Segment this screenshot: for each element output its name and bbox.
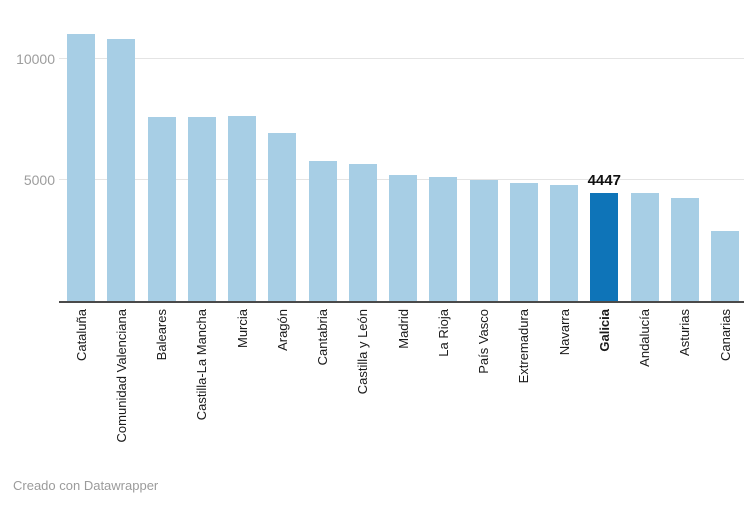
x-axis-label-asturias: Asturias xyxy=(677,309,693,356)
bar-cantabria[interactable] xyxy=(308,161,337,301)
x-axis-label-madrid: Madrid xyxy=(395,309,411,349)
y-axis-tick-label: 10000 xyxy=(16,50,55,67)
bar-madrid[interactable] xyxy=(389,175,417,301)
x-axis-label-la-rioja: La Rioja xyxy=(435,309,451,357)
x-axis-label-arag-n: Aragón xyxy=(274,309,290,351)
bar-castilla-y-le-n[interactable] xyxy=(348,164,377,301)
bar-baleares[interactable] xyxy=(147,117,176,301)
x-axis-label-baleares: Baleares xyxy=(154,309,169,361)
gridline-10000 xyxy=(59,57,744,59)
x-axis-label-comunidad-valenciana: Comunidad Valenciana xyxy=(113,309,129,443)
bar-extremadura[interactable] xyxy=(509,182,538,301)
bar-la-rioja[interactable] xyxy=(429,177,458,301)
y-axis-tick-label: 5000 xyxy=(23,171,55,188)
x-axis-label-pa-s-vasco: País Vasco xyxy=(476,309,491,374)
x-axis-label-castilla-la-mancha: Castilla-La Mancha xyxy=(194,309,210,421)
bar-asturias[interactable] xyxy=(670,197,699,301)
datawrapper-credit-link[interactable]: Creado con Datawrapper xyxy=(13,478,159,493)
x-axis-label-navarra: Navarra xyxy=(556,309,572,356)
x-axis-label-galicia: Galicia xyxy=(596,309,612,352)
x-axis-label-castilla-y-le-n: Castilla y León xyxy=(355,309,371,395)
x-axis-label-cantabria: Cantabria xyxy=(315,309,330,366)
bar-navarra[interactable] xyxy=(550,185,578,301)
highlight-value-label: 4447 xyxy=(587,172,621,190)
x-axis-label-extremadura: Extremadura xyxy=(516,309,532,384)
bar-andaluc-a[interactable] xyxy=(630,193,659,301)
x-axis-label-murcia: Murcia xyxy=(234,309,250,349)
bar-pa-s-vasco[interactable] xyxy=(469,180,498,301)
bar-comunidad-valenciana[interactable] xyxy=(107,39,136,301)
bar-catalu-a[interactable] xyxy=(67,34,95,301)
x-axis-label-canarias: Canarias xyxy=(717,309,733,362)
bar-canarias[interactable] xyxy=(711,231,739,301)
bar-castilla-la-mancha[interactable] xyxy=(187,117,216,301)
plot-area xyxy=(59,10,744,303)
x-axis-label-andaluc-a: Andalucía xyxy=(637,309,652,367)
x-axis-label-catalu-a: Cataluña xyxy=(73,309,89,362)
bar-galicia[interactable] xyxy=(590,193,619,301)
bar-murcia[interactable] xyxy=(228,116,256,301)
bar-arag-n[interactable] xyxy=(268,132,297,301)
